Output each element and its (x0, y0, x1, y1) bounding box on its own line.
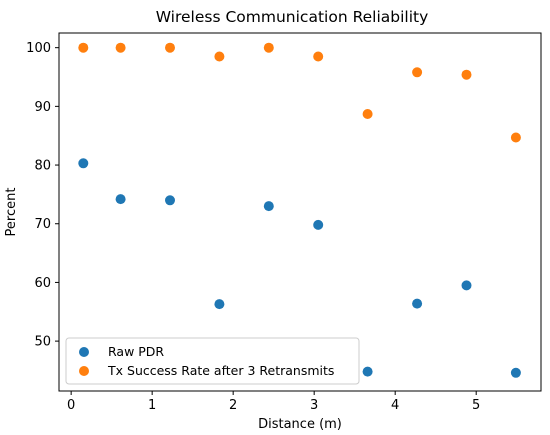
legend-label-raw-pdr: Raw PDR (108, 344, 164, 359)
x-tick-label: 5 (472, 398, 480, 413)
legend-label-tx-success: Tx Success Rate after 3 Retransmits (107, 363, 334, 378)
data-point (214, 299, 225, 310)
data-point (78, 158, 89, 169)
x-tick-label: 1 (148, 398, 156, 413)
data-point (78, 42, 89, 53)
data-point (214, 51, 225, 62)
y-tick-label: 50 (34, 335, 51, 350)
data-point (263, 42, 274, 53)
y-axis-label: Percent (4, 188, 19, 237)
x-axis: 0 1 2 3 4 5 (67, 391, 480, 413)
legend: Raw PDR Tx Success Rate after 3 Retransm… (65, 337, 360, 385)
data-point (165, 42, 175, 53)
data-point (362, 109, 373, 119)
data-point (461, 280, 472, 291)
y-axis: 50 60 70 80 90 100 (26, 41, 59, 350)
legend-box (65, 337, 360, 385)
y-tick-label: 100 (26, 41, 51, 56)
data-point (313, 51, 324, 62)
data-point (412, 67, 423, 78)
x-axis-label: Distance (m) (258, 417, 342, 432)
x-tick-label: 4 (391, 398, 399, 413)
y-tick-label: 90 (34, 100, 51, 115)
data-point (461, 69, 472, 80)
data-point (510, 132, 521, 143)
data-point (313, 219, 324, 230)
data-point (115, 42, 126, 53)
data-point (165, 195, 175, 206)
x-tick-label: 0 (67, 398, 75, 413)
data-point (263, 201, 274, 212)
plot-area (78, 42, 521, 378)
series-1 (78, 42, 521, 143)
data-point (510, 367, 521, 378)
legend-marker-raw-pdr (79, 347, 89, 357)
legend-marker-tx-success (79, 366, 89, 376)
y-tick-label: 60 (34, 276, 51, 291)
y-tick-label: 80 (34, 159, 51, 174)
series-0 (78, 158, 521, 378)
chart-title: Wireless Communication Reliability (156, 8, 429, 26)
data-point (115, 194, 126, 205)
plot-frame (58, 32, 542, 392)
x-tick-label: 2 (229, 398, 237, 413)
data-point (412, 298, 423, 309)
y-tick-label: 70 (34, 217, 51, 232)
x-tick-label: 3 (310, 398, 318, 413)
data-point (362, 366, 373, 377)
